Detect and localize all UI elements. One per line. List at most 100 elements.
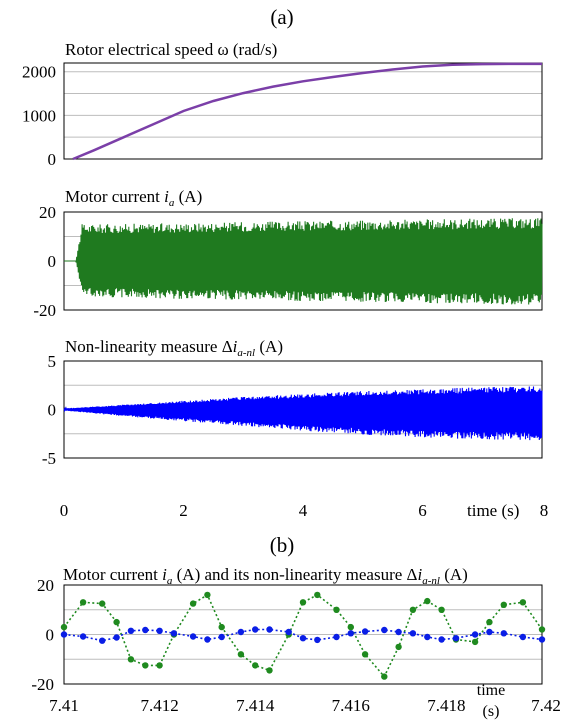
data-point: [424, 597, 431, 605]
data-point: [381, 673, 388, 680]
x-tick-label: 2: [179, 501, 188, 520]
y-tick-label: 0: [48, 252, 57, 271]
chart-title-motor-current: Motor current ia (A): [65, 187, 202, 209]
data-point: [189, 633, 197, 640]
data-point: [99, 637, 106, 644]
data-point: [266, 667, 273, 674]
data-point: [347, 630, 354, 637]
data-point: [204, 636, 211, 643]
nonlinearity-chart: Non-linearity measure Δia-nl (A) time (s…: [42, 337, 548, 520]
data-point: [347, 623, 354, 631]
y-tick-label: -20: [31, 675, 54, 694]
data-point: [519, 599, 527, 606]
chart-title-nonlinearity: Non-linearity measure Δia-nl (A): [65, 337, 283, 359]
data-point: [361, 628, 369, 635]
data-point: [237, 628, 245, 636]
panel-b-label: (b): [270, 533, 295, 557]
signal-trace: [63, 386, 543, 441]
data-point: [395, 628, 402, 636]
data-point: [266, 626, 273, 633]
panel-a-label: (a): [270, 5, 293, 29]
rotor-speed-chart: Rotor electrical speed ω (rad/s) 2000 100…: [22, 40, 543, 169]
data-point: [60, 631, 68, 638]
data-point: [314, 636, 321, 644]
x-tick-label: 0: [60, 501, 69, 520]
data-point: [395, 643, 402, 651]
y-tick-label: -5: [42, 449, 56, 468]
y-tick-label: 1000: [22, 106, 56, 125]
data-point: [60, 623, 68, 631]
data-point: [99, 600, 106, 607]
data-point: [170, 630, 178, 637]
data-point: [156, 662, 163, 669]
data-point: [409, 606, 417, 613]
data-point: [424, 633, 431, 641]
x-tick-label: 7.412: [140, 696, 178, 715]
data-point: [471, 631, 479, 638]
data-point: [299, 635, 307, 642]
chart-title-zoomed: Motor current ia (A) and its non-lineari…: [63, 565, 468, 587]
data-point: [438, 636, 445, 643]
data-point: [218, 623, 225, 631]
y-tick-label: 5: [48, 352, 57, 371]
y-tick-label: 0: [48, 401, 57, 420]
x-tick-label: 8: [540, 501, 549, 520]
data-point: [314, 591, 321, 599]
data-point: [113, 634, 120, 641]
x-axis-label-time-zoom: time: [477, 682, 505, 699]
data-point: [519, 633, 527, 641]
data-point: [127, 656, 135, 663]
data-point: [486, 628, 493, 636]
zoomed-current-chart: Motor current ia (A) and its non-lineari…: [31, 565, 561, 720]
x-tick-label: 7.418: [427, 696, 465, 715]
data-point: [409, 630, 417, 637]
chart-title-rotor-speed: Rotor electrical speed ω (rad/s): [65, 40, 277, 59]
data-point: [299, 599, 307, 606]
plot-frame: [63, 62, 543, 160]
data-point: [79, 633, 87, 640]
data-point: [156, 627, 163, 634]
y-tick-label: 0: [46, 626, 55, 645]
data-point: [127, 627, 135, 634]
data-point: [333, 633, 340, 641]
data-point: [486, 618, 493, 626]
x-axis-label-time: time (s): [467, 501, 519, 520]
data-point: [538, 636, 546, 643]
data-point: [361, 651, 369, 658]
data-point: [538, 626, 546, 633]
x-tick-label: 6: [418, 501, 427, 520]
signal-trace: [64, 218, 543, 305]
data-point: [237, 651, 245, 658]
data-point: [204, 591, 211, 599]
data-point: [113, 618, 120, 626]
data-point: [252, 662, 259, 669]
data-point: [500, 601, 507, 608]
data-point: [142, 626, 149, 634]
x-tick-label: 7.42: [531, 696, 561, 715]
data-point: [333, 606, 340, 613]
x-tick-label: 7.416: [332, 696, 370, 715]
data-point: [438, 606, 445, 613]
y-tick-label: 2000: [22, 63, 56, 82]
motor-current-chart: Motor current ia (A) 20 0 -20: [33, 187, 543, 320]
x-tick-label: 4: [299, 501, 308, 520]
data-point: [142, 662, 149, 669]
data-point: [381, 626, 388, 634]
data-point: [452, 635, 460, 642]
y-tick-label: 0: [48, 150, 57, 169]
y-tick-label: 20: [37, 576, 54, 595]
y-tick-label: -20: [33, 301, 56, 320]
rotor-speed-line: [72, 62, 542, 161]
data-point: [252, 626, 259, 633]
data-point: [218, 633, 225, 641]
x-tick-label: 7.41: [49, 696, 79, 715]
data-point: [285, 628, 292, 636]
y-tick-label: 20: [39, 203, 56, 222]
data-point: [500, 630, 507, 637]
data-point: [79, 599, 87, 606]
data-point: [471, 638, 479, 646]
data-point: [189, 600, 197, 607]
x-tick-label: 7.414: [236, 696, 275, 715]
x-axis-label-unit-zoom: (s): [483, 703, 500, 720]
